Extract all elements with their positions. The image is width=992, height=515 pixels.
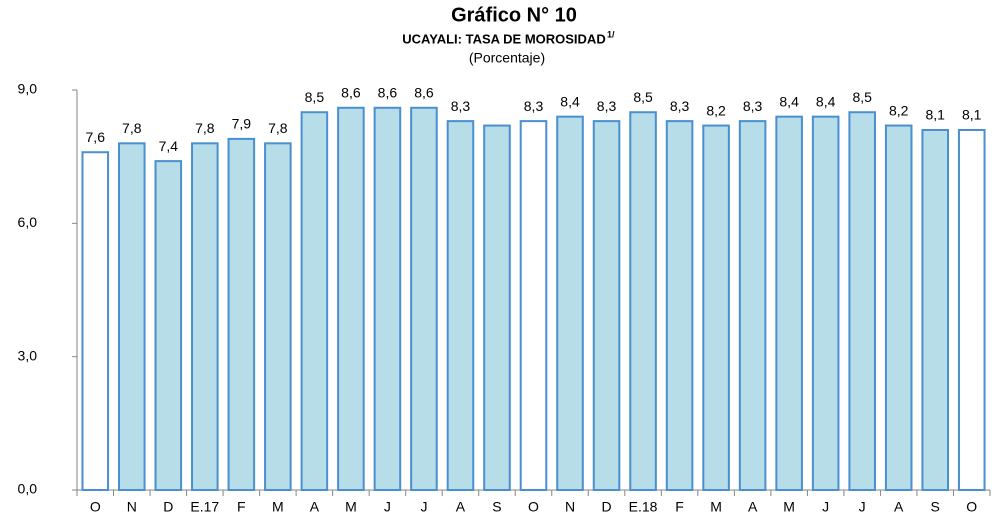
value-label: 8,1 <box>925 107 945 123</box>
x-tick-label: A <box>748 499 758 515</box>
y-tick-label: 0,0 <box>18 481 38 497</box>
value-label: 8,3 <box>743 98 763 114</box>
x-tick-label: D <box>163 499 173 515</box>
x-tick-label: E.17 <box>190 499 219 515</box>
value-label: 8,3 <box>524 98 544 114</box>
value-label: 8,2 <box>889 102 909 118</box>
value-label: 8,5 <box>852 89 872 105</box>
x-tick-label: A <box>894 499 904 515</box>
value-label: 7,8 <box>122 120 142 136</box>
value-label: 8,4 <box>816 93 836 109</box>
y-tick-label: 3,0 <box>18 347 38 363</box>
x-tick-label: O <box>966 499 977 515</box>
x-tick-label: M <box>710 499 722 515</box>
value-label: 8,5 <box>633 89 653 105</box>
value-label: 8,2 <box>706 102 726 118</box>
bar <box>775 115 803 492</box>
y-tick-label: 6,0 <box>18 214 38 230</box>
value-label: 8,6 <box>378 84 398 100</box>
value-label: 7,8 <box>195 120 215 136</box>
bar <box>191 142 219 491</box>
value-label: 8,4 <box>560 93 580 109</box>
x-tick-label: F <box>237 499 246 515</box>
x-tick-label: J <box>822 499 829 515</box>
value-label: 7,8 <box>268 120 288 136</box>
y-tick-label: 9,0 <box>18 81 38 97</box>
x-tick-label: O <box>528 499 539 515</box>
chart-subtitle: UCAYALI: TASA DE MOROSIDAD <box>402 31 605 46</box>
value-label: 8,3 <box>597 98 617 114</box>
bar <box>117 142 146 491</box>
value-label: 8,5 <box>305 89 325 105</box>
subtitle-note: 1/ <box>607 29 615 39</box>
value-label: 8,6 <box>414 84 434 100</box>
chart-title: Gráfico N° 10 <box>451 4 577 26</box>
x-tick-label: J <box>420 499 427 515</box>
value-label: 7,6 <box>86 129 106 145</box>
bar <box>81 151 110 491</box>
bar <box>629 111 657 491</box>
bar <box>848 111 876 491</box>
x-tick-label: O <box>90 499 101 515</box>
x-tick-label: S <box>931 499 940 515</box>
bar <box>884 124 913 492</box>
bar <box>592 120 621 491</box>
bar <box>921 129 950 491</box>
bar <box>957 129 986 491</box>
x-tick-label: F <box>675 499 684 515</box>
x-tick-label: N <box>127 499 137 515</box>
x-tick-label: M <box>345 499 357 515</box>
bar <box>227 137 256 491</box>
bar <box>665 120 694 491</box>
value-label: 8,6 <box>341 84 361 100</box>
bar <box>483 124 511 492</box>
unit-label: (Porcentaje) <box>469 50 545 66</box>
x-tick-label: N <box>565 499 575 515</box>
bar <box>264 142 292 491</box>
x-tick-label: A <box>456 499 466 515</box>
bar <box>410 106 438 492</box>
x-tick-label: M <box>783 499 795 515</box>
bar <box>446 120 475 491</box>
value-label: 7,4 <box>159 138 179 154</box>
bar <box>811 115 840 492</box>
bar <box>519 120 548 491</box>
bar <box>300 111 329 491</box>
x-tick-label: A <box>310 499 320 515</box>
value-label: 8,3 <box>670 98 690 114</box>
bar <box>337 106 365 492</box>
bar <box>154 160 183 491</box>
value-label: 7,9 <box>232 116 252 132</box>
bar <box>738 120 767 491</box>
x-tick-label: E.18 <box>629 499 658 515</box>
value-label: 8,4 <box>779 93 799 109</box>
x-tick-label: S <box>492 499 501 515</box>
bar <box>702 124 730 492</box>
value-label: 8,1 <box>962 107 982 123</box>
bar <box>373 106 402 492</box>
x-tick-label: J <box>384 499 391 515</box>
bar <box>556 115 584 492</box>
x-tick-label: J <box>859 499 866 515</box>
x-tick-label: M <box>272 499 284 515</box>
value-label: 8,3 <box>451 98 471 114</box>
x-tick-label: D <box>601 499 611 515</box>
